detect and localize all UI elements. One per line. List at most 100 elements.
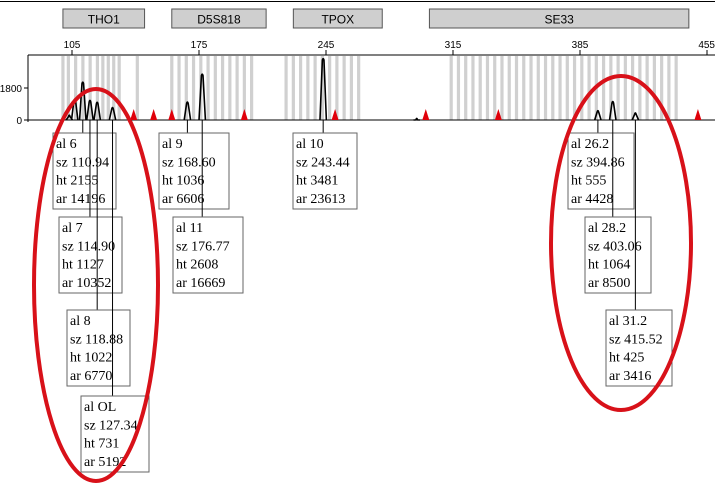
- peak-label-text: ht 1064: [588, 258, 630, 273]
- allele-bin: [206, 56, 210, 120]
- peak-labels: al 6 sz 110.94 ht 2155 ar 14196 al 7 sz 114.9…: [52, 120, 673, 473]
- allele-bin: [135, 56, 139, 120]
- peak-label-box: [567, 132, 635, 210]
- allele-bin: [558, 56, 562, 120]
- x-tick-label: 105: [64, 40, 81, 51]
- right-annotation-circle: [549, 74, 693, 412]
- size-standard-triangle: [130, 109, 138, 120]
- peak: [78, 81, 87, 121]
- allele-bin: [478, 56, 482, 120]
- peak-label-text: ht 2155: [56, 174, 98, 189]
- peak: [631, 112, 640, 121]
- allele-bin: [522, 56, 526, 120]
- peak-label-text: sz 394.86: [571, 155, 625, 170]
- allele-bin: [184, 56, 188, 120]
- size-standard-triangle: [694, 109, 702, 120]
- marker-label: THO1: [88, 13, 120, 27]
- peak-label-box: [584, 216, 652, 294]
- marker-bar: [171, 8, 267, 29]
- peak: [65, 114, 74, 121]
- peak-label-text: al OL: [84, 400, 116, 415]
- peak-label-box: [605, 309, 673, 387]
- peak-label-box: [52, 132, 117, 210]
- allele-bin: [213, 56, 217, 120]
- peak-label-box: [172, 216, 244, 294]
- allele-bin: [536, 56, 540, 120]
- marker-bar: [62, 8, 146, 29]
- peak-label-text: sz 243.44: [296, 155, 350, 170]
- peak-label-text: al 8: [70, 314, 91, 329]
- size-standard-triangle: [494, 109, 502, 120]
- allele-bin: [652, 56, 656, 120]
- peak: [198, 73, 207, 121]
- marker-bar: [428, 8, 690, 29]
- x-tick-label: 245: [318, 40, 335, 51]
- peak-label-text: sz 127.34: [84, 418, 138, 433]
- peak-label-text: sz 114.90: [62, 239, 115, 254]
- peak-label-text: al 31.2: [609, 314, 647, 329]
- allele-bin: [342, 56, 346, 120]
- peak: [93, 101, 102, 121]
- peak: [319, 57, 328, 121]
- allele-bin: [328, 56, 332, 120]
- peak-label-box: [158, 132, 230, 210]
- peak-label-text: al 10: [296, 137, 324, 152]
- peak-label-text: ar 14196: [56, 192, 105, 207]
- allele-bin: [170, 56, 174, 120]
- allele-bin: [551, 56, 555, 120]
- allele-bin: [61, 56, 65, 120]
- peak: [85, 99, 94, 121]
- peak: [593, 109, 602, 121]
- allele-bin: [320, 56, 324, 120]
- allele-bin: [572, 56, 577, 120]
- peak-label-text: sz 176.77: [176, 239, 230, 254]
- allele-bin: [587, 56, 591, 120]
- allele-bin: [623, 56, 627, 120]
- peak-label-text: al 26.2: [571, 137, 609, 152]
- allele-bin: [335, 56, 339, 120]
- peak-label-text: ht 2608: [176, 258, 218, 273]
- allele-bin: [449, 56, 453, 120]
- allele-bin: [299, 56, 303, 120]
- allele-bin: [507, 56, 511, 120]
- peak-label-box: [66, 309, 131, 387]
- size-standard-triangle: [331, 109, 339, 120]
- peak-label-text: ht 1022: [70, 351, 112, 366]
- allele-bin: [514, 56, 519, 120]
- allele-bin: [601, 56, 606, 120]
- peak-label-box: [58, 216, 123, 294]
- allele-bin: [112, 56, 116, 120]
- allele-bin: [191, 56, 196, 120]
- x-axis-ticks: 105 175 245 315 385 455: [28, 40, 715, 56]
- left-annotation-circle: [32, 87, 160, 483]
- allele-bin: [66, 56, 70, 120]
- peak-label-text: al 11: [176, 221, 203, 236]
- x-tick-label: 175: [191, 40, 208, 51]
- peak-label-text: sz 168.60: [162, 155, 216, 170]
- allele-bin: [220, 56, 225, 120]
- allele-bin: [117, 56, 121, 120]
- allele-bin: [284, 56, 288, 120]
- peak-label-text: ar 4428: [571, 192, 613, 207]
- peak-label-text: al 9: [162, 137, 183, 152]
- allele-bin: [74, 56, 78, 120]
- allele-bin: [485, 56, 490, 120]
- peak-label-text: sz 415.52: [609, 332, 663, 347]
- allele-bin: [529, 56, 533, 120]
- allele-bin: [464, 56, 468, 120]
- peak-label-text: ar 8500: [588, 276, 630, 291]
- allele-bin: [313, 56, 317, 120]
- allele-bin: [471, 56, 475, 120]
- marker-bars: THO1 D5S818 TPOX SE33: [62, 8, 690, 29]
- allele-bin: [106, 56, 110, 120]
- peak-label-text: ht 1036: [162, 174, 204, 189]
- allele-bin: [250, 56, 254, 120]
- allele-bin: [177, 56, 181, 120]
- y-tick-label: 0: [16, 116, 22, 127]
- allele-bin: [242, 56, 246, 120]
- allele-bin: [81, 56, 85, 120]
- size-standard-triangle: [150, 109, 158, 120]
- x-tick-label: 455: [698, 40, 715, 51]
- peak-label-text: ar 23613: [296, 192, 345, 207]
